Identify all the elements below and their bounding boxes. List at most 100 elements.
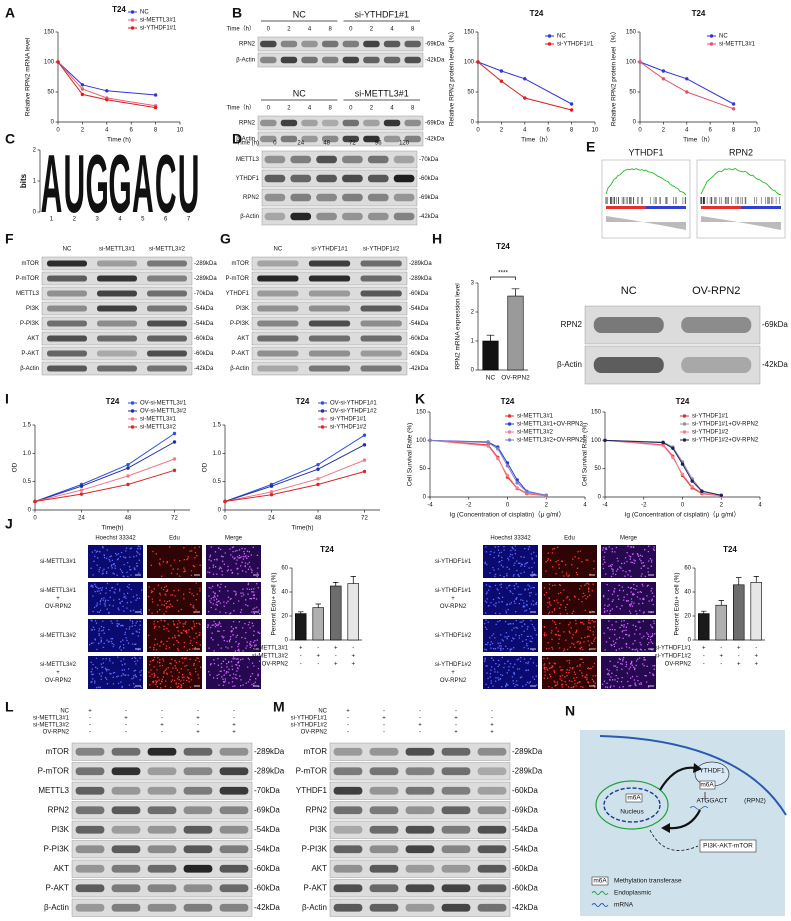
bar [295, 613, 307, 641]
chart-title: T24 [676, 397, 690, 406]
band [280, 40, 298, 48]
data-point [80, 83, 85, 87]
band [47, 260, 87, 267]
condition-sign: - [125, 709, 127, 715]
protein-label: P-PI3K [230, 321, 249, 327]
band [147, 767, 177, 776]
y-tick-label: 0 [33, 210, 37, 216]
band [147, 806, 177, 815]
band [593, 357, 664, 373]
logo-letter: U [63, 139, 85, 231]
arrow [667, 809, 701, 830]
micro-image [601, 656, 656, 689]
legend-label: si-METTL3#2+OV-RPN2 [517, 438, 584, 444]
protein-label: RPN2 [239, 42, 256, 48]
band [405, 786, 435, 795]
cells [543, 657, 597, 689]
band [441, 903, 471, 912]
band [360, 350, 402, 357]
x-tick-label: 4 [685, 128, 689, 134]
x-tick-label: 10 [754, 128, 761, 134]
legend-swatch [709, 42, 714, 46]
x-tick-label: 3 [95, 217, 99, 223]
data-point [316, 462, 320, 467]
blot-strip [261, 150, 418, 169]
cells [484, 656, 538, 689]
condition-sign: + [232, 730, 236, 736]
protein-label: RPN2 [239, 121, 256, 127]
band [47, 335, 87, 342]
band [147, 365, 187, 372]
m6a-box [625, 793, 643, 803]
blot-group-label: NC [293, 9, 306, 19]
band [75, 786, 105, 795]
band [147, 786, 177, 795]
condition-sign: + [454, 730, 458, 736]
band [367, 193, 389, 202]
band [301, 135, 318, 143]
data-point [569, 102, 574, 106]
legend-swatch [130, 409, 135, 413]
m6a-box [699, 780, 716, 790]
band [147, 825, 177, 834]
band [97, 260, 137, 267]
size-label: -60kDa [409, 336, 429, 342]
band [405, 825, 435, 834]
lane-label: 4 [308, 27, 312, 33]
size-label: -42kDa [762, 360, 788, 369]
protein-label: YTHDF1 [296, 786, 328, 795]
legend-swatch [682, 438, 687, 442]
row-label: si-METTL3#2 [40, 662, 77, 668]
band [257, 335, 299, 342]
data-point [638, 60, 642, 64]
arrow-head [661, 823, 670, 833]
protein-label: P-AKT [21, 351, 39, 357]
y-axis-label: OD [12, 462, 19, 472]
size-label: -54kDa [254, 825, 280, 834]
lane-label: 2 [370, 27, 374, 33]
hit-barcode [700, 197, 780, 204]
data-point [172, 457, 177, 461]
condition-sign: - [383, 730, 385, 736]
enrichment-curve [700, 167, 782, 196]
band [183, 747, 213, 756]
band [183, 864, 213, 873]
series-line [57, 61, 156, 96]
band [219, 747, 249, 756]
band [333, 864, 363, 873]
band [75, 825, 105, 834]
band [360, 305, 402, 312]
x-tick-label: -4 [427, 503, 433, 509]
size-label: -54kDa [194, 306, 214, 312]
y-axis-label: Cell Survival Rate (%) [407, 423, 414, 487]
size-label: -289kDa [194, 261, 217, 267]
band [111, 767, 141, 776]
chart-title: T24 [530, 9, 544, 18]
cells [89, 619, 141, 651]
condition-sign: - [197, 723, 199, 729]
band [264, 193, 286, 202]
bar [347, 583, 359, 641]
lane-label: 8 [329, 106, 333, 112]
size-label: -54kDa [409, 306, 429, 312]
band [393, 174, 415, 183]
protein-label: PI3K [236, 306, 249, 312]
cells [90, 545, 141, 578]
band [308, 290, 351, 297]
significance-label: **** [498, 270, 509, 277]
x-tick-label: OV-RPN2 [501, 375, 530, 382]
condition-sign: - [347, 716, 349, 722]
size-label: -60kDa [409, 351, 429, 357]
series-line [57, 61, 156, 107]
band [260, 135, 277, 143]
condition-sign: + [351, 662, 355, 668]
legend-swatch [682, 430, 687, 434]
band [147, 884, 177, 893]
series-line [34, 433, 175, 502]
logo-letter: C [155, 139, 177, 231]
data-point [126, 474, 130, 478]
band [405, 884, 435, 893]
y-tick-label: 150 [44, 30, 55, 36]
legend-label: Endoplasmic [614, 890, 652, 897]
lane-label: 8 [411, 27, 415, 33]
